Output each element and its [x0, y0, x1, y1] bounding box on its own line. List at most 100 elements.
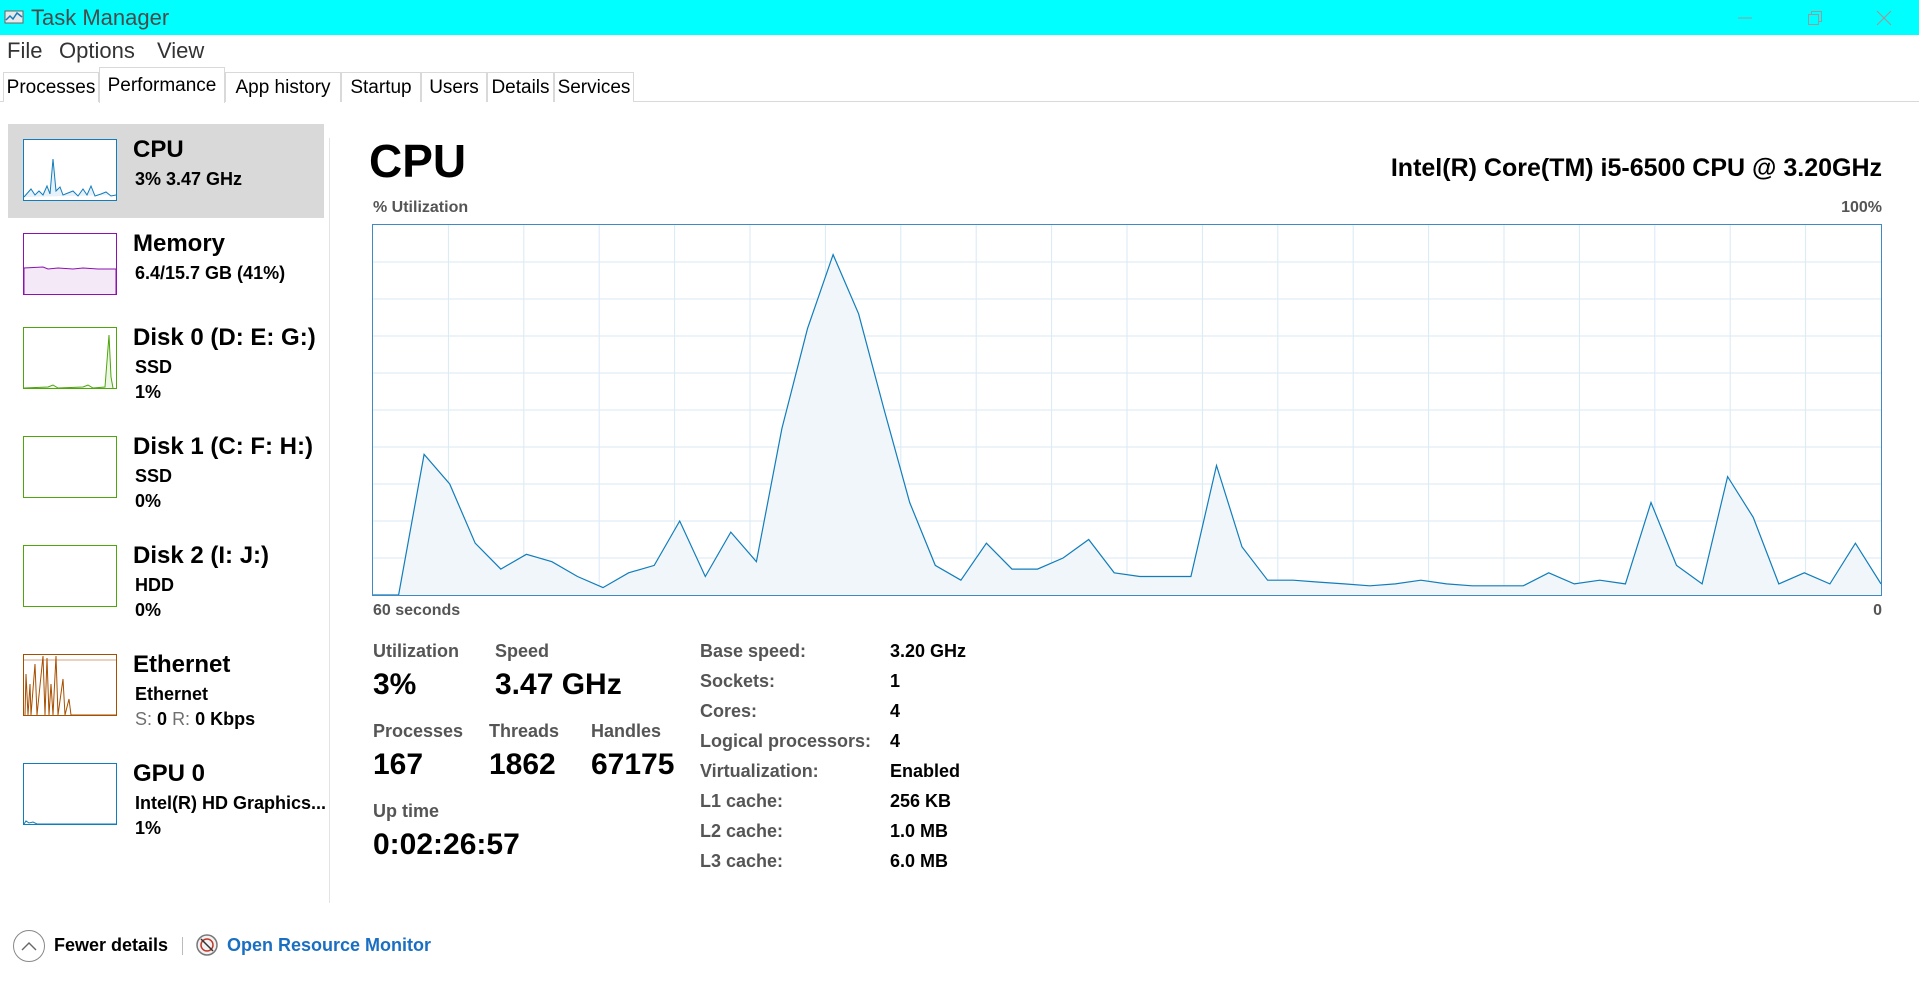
- threads-value: 1862: [489, 748, 556, 781]
- receive-value: 0 Kbps: [195, 709, 256, 729]
- resource-monitor-icon: [196, 934, 218, 956]
- spec-value-logical-processors: 4: [890, 731, 901, 751]
- spec-value-l2-cache: 1.0 MB: [890, 821, 949, 841]
- open-resource-monitor-link[interactable]: Open Resource Monitor: [227, 935, 432, 955]
- ethernet-thumbnail-graph: [23, 654, 117, 716]
- sidebar-gpu0-usage: 1%: [135, 818, 162, 838]
- cpu-utilization-graph: [372, 224, 1882, 596]
- sidebar-item-disk0[interactable]: Disk 0 (D: E: G:) SSD 1%: [8, 312, 324, 406]
- minimize-icon: [1738, 17, 1752, 18]
- sidebar-ethernet-throughput: S: 0 R: 0 Kbps: [135, 709, 255, 730]
- memory-thumbnail-graph: [23, 233, 117, 295]
- tab-users[interactable]: Users: [421, 72, 487, 102]
- spec-label-cores: Cores:: [700, 701, 758, 721]
- sidebar-disk2-usage: 0%: [135, 600, 162, 620]
- graph-y-label: % Utilization: [373, 199, 469, 216]
- fewer-details-button[interactable]: Fewer details: [54, 935, 169, 955]
- sidebar-disk1-type: SSD: [135, 466, 173, 486]
- disk2-thumbnail-graph: [23, 545, 117, 607]
- spec-label-l2-cache: L2 cache:: [700, 821, 784, 841]
- utilization-label: Utilization: [373, 641, 459, 661]
- sidebar-disk1-title: Disk 1 (C: F: H:): [133, 433, 313, 460]
- tab-startup[interactable]: Startup: [341, 72, 421, 102]
- tab-services[interactable]: Services: [554, 72, 634, 102]
- speed-value: 3.47 GHz: [495, 668, 622, 701]
- menu-view[interactable]: View: [157, 38, 205, 63]
- processes-label: Processes: [373, 721, 464, 741]
- spec-value-virtualization: Enabled: [890, 761, 961, 781]
- spec-label-sockets: Sockets:: [700, 671, 776, 691]
- spec-value-l3-cache: 6.0 MB: [890, 851, 949, 871]
- sidebar-disk0-usage: 1%: [135, 382, 162, 402]
- task-manager-app-icon: [4, 10, 24, 24]
- tab-performance[interactable]: Performance: [99, 67, 225, 103]
- spec-label-base-speed: Base speed:: [700, 641, 807, 661]
- spec-value-cores: 4: [890, 701, 901, 721]
- sidebar-disk2-title: Disk 2 (I: J:): [133, 542, 270, 569]
- threads-label: Threads: [489, 721, 560, 741]
- sidebar-disk1-usage: 0%: [135, 491, 162, 511]
- tab-bar: Processes Performance App history Startu…: [0, 66, 1919, 103]
- spec-label-l3-cache: L3 cache:: [700, 851, 784, 871]
- utilization-value: 3%: [373, 668, 417, 701]
- graph-x-left-label: 60 seconds: [373, 602, 461, 619]
- close-icon: [1876, 10, 1892, 25]
- sidebar-gpu0-name: Intel(R) HD Graphics...: [135, 793, 327, 813]
- spec-value-l1-cache: 256 KB: [890, 791, 952, 811]
- chevron-up-icon[interactable]: [13, 930, 45, 962]
- sidebar-cpu-usage: 3% 3.47 GHz: [135, 169, 243, 189]
- minimize-button[interactable]: [1710, 0, 1780, 35]
- menu-file[interactable]: File: [7, 38, 43, 63]
- disk1-thumbnail-graph: [23, 436, 117, 498]
- footer: Fewer details Open Resource Monitor: [0, 920, 700, 970]
- menu-options[interactable]: Options: [59, 38, 135, 63]
- footer-separator: [182, 937, 183, 955]
- page-title: CPU: [369, 135, 467, 187]
- sidebar-cpu-title: CPU: [133, 136, 184, 163]
- sidebar-ethernet-name: Ethernet: [135, 684, 209, 704]
- cpu-utilization-line: [373, 252, 1881, 595]
- cpu-model-name: Intel(R) Core(TM) i5-6500 CPU @ 3.20GHz: [1390, 154, 1882, 182]
- restore-icon: [1808, 10, 1822, 25]
- uptime-label: Up time: [373, 801, 440, 821]
- sidebar-disk0-title: Disk 0 (D: E: G:): [133, 324, 316, 351]
- cpu-utilization-chart: [373, 225, 1881, 595]
- cpu-thumbnail-graph: [23, 139, 117, 201]
- sidebar-item-ethernet[interactable]: Ethernet Ethernet S: 0 R: 0 Kbps: [8, 639, 324, 733]
- restore-button[interactable]: [1780, 0, 1850, 35]
- sidebar-gpu0-title: GPU 0: [133, 760, 206, 787]
- graph-x-right-label: 0: [1873, 602, 1882, 619]
- send-value: 0: [157, 709, 168, 729]
- sidebar-item-gpu0[interactable]: GPU 0 Intel(R) HD Graphics... 1%: [8, 748, 327, 842]
- speed-label: Speed: [495, 641, 550, 661]
- disk0-thumbnail-graph: [23, 327, 117, 389]
- cpu-utilization-area: [373, 254, 1881, 595]
- sidebar-item-memory[interactable]: Memory 6.4/15.7 GB (41%): [8, 218, 324, 312]
- sidebar-memory-usage: 6.4/15.7 GB (41%): [135, 263, 286, 283]
- sidebar-item-disk1[interactable]: Disk 1 (C: F: H:) SSD 0%: [8, 421, 324, 515]
- close-button[interactable]: [1849, 0, 1919, 35]
- handles-value: 67175: [591, 748, 675, 781]
- spec-label-logical-processors: Logical processors:: [700, 731, 872, 751]
- sidebar-item-cpu[interactable]: CPU 3% 3.47 GHz: [8, 124, 324, 218]
- receive-label: R:: [172, 709, 191, 729]
- window-title: Task Manager: [31, 5, 170, 30]
- sidebar-ethernet-title: Ethernet: [133, 651, 231, 678]
- title-bar: Task Manager: [0, 0, 1919, 35]
- gpu0-thumbnail-graph: [23, 763, 117, 825]
- tab-processes[interactable]: Processes: [3, 72, 99, 102]
- sidebar-disk2-type: HDD: [135, 575, 174, 595]
- spec-value-base-speed: 3.20 GHz: [890, 641, 967, 661]
- graph-y-max-label: 100%: [1841, 199, 1882, 216]
- uptime-value: 0:02:26:57: [373, 828, 520, 861]
- spec-label-l1-cache: L1 cache:: [700, 791, 784, 811]
- spec-label-virtualization: Virtualization:: [700, 761, 819, 781]
- sidebar-item-disk2[interactable]: Disk 2 (I: J:) HDD 0%: [8, 530, 324, 624]
- tab-details[interactable]: Details: [487, 72, 554, 102]
- processes-value: 167: [373, 748, 424, 781]
- tab-app-history[interactable]: App history: [225, 72, 341, 102]
- send-label: S:: [135, 709, 153, 729]
- spec-value-sockets: 1: [890, 671, 901, 691]
- sidebar-disk0-type: SSD: [135, 357, 173, 377]
- sidebar-memory-title: Memory: [133, 230, 226, 257]
